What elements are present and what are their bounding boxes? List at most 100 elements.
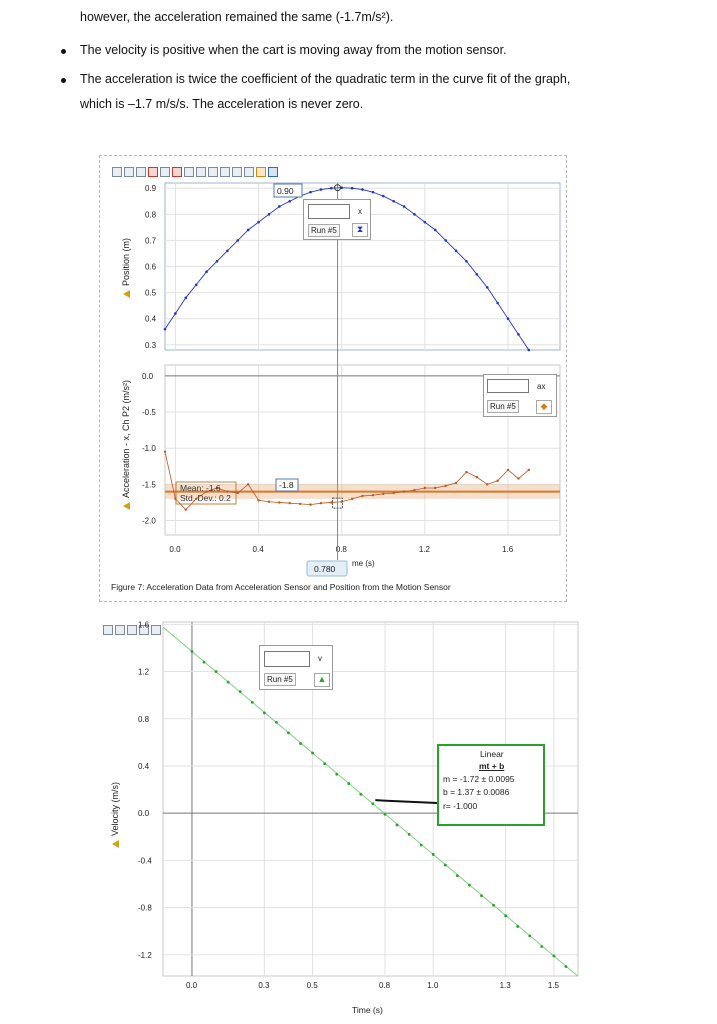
velocity-data-point xyxy=(311,751,314,755)
graph-toolbar[interactable] xyxy=(112,166,278,178)
table-icon[interactable] xyxy=(115,625,125,635)
acceleration-tick-label: -1.0 xyxy=(142,444,156,453)
velocity-data-point xyxy=(299,742,302,745)
velocity-time-tick-label: 0.8 xyxy=(379,981,391,990)
figure-7-caption: Figure 7: Acceleration Data from Acceler… xyxy=(111,582,451,592)
velocity-data-point xyxy=(443,863,447,867)
acceleration-data-point xyxy=(517,477,520,480)
table-icon[interactable] xyxy=(124,167,134,177)
acceleration-data-point xyxy=(205,490,208,493)
velocity-run-label[interactable]: Run #5 xyxy=(264,673,296,686)
area-icon[interactable] xyxy=(208,167,218,177)
velocity-time-tick-label: 1.5 xyxy=(548,981,560,990)
scale-icon[interactable] xyxy=(136,167,146,177)
velocity-data-point xyxy=(504,914,508,918)
velocity-data-point xyxy=(395,823,399,827)
acceleration-data-point xyxy=(246,483,250,486)
add-icon[interactable] xyxy=(160,167,170,177)
position-data-point xyxy=(246,228,250,232)
velocity-data-point xyxy=(250,700,254,704)
acceleration-data-point xyxy=(257,499,260,502)
position-data-point xyxy=(350,186,354,190)
position-data-point xyxy=(215,259,219,263)
velocity-value-field[interactable] xyxy=(264,651,310,667)
position-data-point xyxy=(174,312,177,315)
bullet-dot xyxy=(61,49,66,54)
acceleration-cursor-marker xyxy=(332,497,344,509)
position-data-point xyxy=(392,199,395,203)
velocity-time-axis-label: Time (s) xyxy=(352,1005,383,1015)
acceleration-run-symbol-icon[interactable]: ◆ xyxy=(536,400,552,414)
velocity-data-control[interactable]: v Run #5 ▲ xyxy=(259,645,333,690)
position-unit: x xyxy=(358,207,362,216)
velocity-run-symbol-icon[interactable]: ▲ xyxy=(314,673,330,687)
position-data-point xyxy=(184,296,188,300)
acceleration-data-point xyxy=(330,501,333,504)
position-cursor-marker xyxy=(334,184,342,192)
acceleration-data-point xyxy=(382,492,385,495)
acceleration-value-field[interactable] xyxy=(487,379,529,393)
acceleration-run-label[interactable]: Run #5 xyxy=(487,400,519,413)
position-data-point xyxy=(340,186,344,189)
velocity-graph: 0.0 0.3 0.5 0.8 1.0 1.3 1.5 1.6 1.2 0.8 0.4 0.0 -0.4… xyxy=(138,620,579,1015)
position-data-control[interactable]: x Run #5 ⧗ xyxy=(303,199,371,240)
slope-icon[interactable] xyxy=(196,167,206,177)
stats-mean: Mean: -1.6 xyxy=(180,483,221,493)
position-run-symbol-icon[interactable]: ⧗ xyxy=(352,223,368,237)
position-data-point xyxy=(194,283,198,287)
velocity-tick-label: 1.2 xyxy=(138,668,150,677)
graph-icon[interactable] xyxy=(112,167,122,177)
time-tick-label: 0.8 xyxy=(336,545,348,554)
scale-icon[interactable] xyxy=(127,625,137,635)
position-data-point xyxy=(444,239,447,242)
stats-icon[interactable] xyxy=(148,167,158,177)
acceleration-data-point xyxy=(350,497,354,501)
position-data-point xyxy=(257,220,260,224)
fit-slope: m = -1.72 ± 0.0095 xyxy=(443,774,515,784)
position-data-point xyxy=(319,188,323,191)
velocity-unit: v xyxy=(318,654,322,663)
position-tick-label: 0.5 xyxy=(145,289,157,298)
position-data-point xyxy=(433,228,437,232)
time-tick-label: 1.2 xyxy=(419,545,431,554)
acceleration-data-point xyxy=(444,484,447,488)
position-data-point xyxy=(506,317,510,320)
add-icon[interactable] xyxy=(151,625,161,635)
velocity-data-point xyxy=(540,945,544,948)
velocity-data-point xyxy=(202,660,206,664)
position-value-field[interactable] xyxy=(308,204,350,219)
acceleration-readout-box xyxy=(275,478,299,492)
position-tick-label: 0.9 xyxy=(145,184,157,193)
annotation-icon[interactable] xyxy=(184,167,194,177)
graph-icon[interactable] xyxy=(103,625,113,635)
settings-icon[interactable] xyxy=(268,167,278,177)
position-data-point xyxy=(402,205,406,208)
position-run-label[interactable]: Run #5 xyxy=(308,224,340,237)
velocity-data-point xyxy=(419,843,423,847)
position-tick-label: 0.8 xyxy=(145,210,157,219)
velocity-data-point xyxy=(238,690,242,694)
linear-fit-box[interactable]: Linear mt + b m = -1.72 ± 0.0095 b = 1.3… xyxy=(437,744,545,826)
position-data-point xyxy=(236,239,240,242)
figure-7-graphs: 0.3 0.4 0.5 0.6 0.7 0.8 0.9 0.0 -0.5 -1.0 -1.5 -2.0… xyxy=(111,182,561,592)
delete-icon[interactable] xyxy=(244,167,254,177)
acceleration-data-point xyxy=(475,475,479,479)
position-data-point xyxy=(163,327,167,331)
delta-icon[interactable] xyxy=(220,167,230,177)
velocity-data-point xyxy=(407,833,411,836)
run-select-icon[interactable] xyxy=(256,167,266,177)
acceleration-data-point xyxy=(267,500,271,503)
time-tick-label: 1.6 xyxy=(502,545,514,554)
velocity-data-point xyxy=(552,954,556,958)
curve-fit-icon[interactable] xyxy=(172,167,182,177)
position-data-point xyxy=(330,186,333,190)
velocity-data-point xyxy=(323,762,327,765)
velocity-data-point xyxy=(214,670,218,673)
velocity-data-point xyxy=(516,925,520,928)
run-color-icon[interactable] xyxy=(139,625,149,635)
smart-tool-icon[interactable] xyxy=(232,167,242,177)
acceleration-data-control[interactable]: ax Run #5 ◆ xyxy=(483,374,557,417)
velocity-data-point xyxy=(564,965,568,968)
bullet-text-velocity: The velocity is positive when the cart i… xyxy=(80,43,507,57)
velocity-tick-label: -1.2 xyxy=(138,951,152,960)
